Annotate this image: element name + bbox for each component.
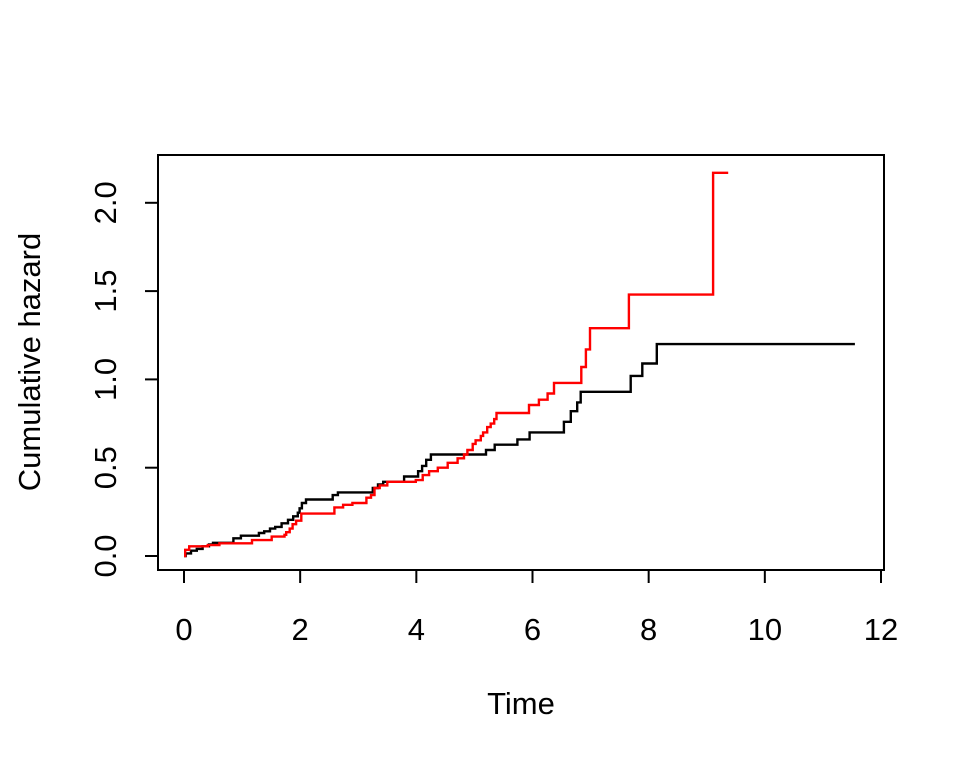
x-tick-label: 2 bbox=[292, 612, 309, 647]
x-tick-label: 4 bbox=[408, 612, 425, 647]
x-tick-label: 0 bbox=[175, 612, 192, 647]
y-tick-label: 0.5 bbox=[88, 446, 123, 489]
y-axis-title: Cumulative hazard bbox=[12, 233, 47, 491]
plot-box bbox=[157, 154, 885, 571]
hazard-curve-group-1-black bbox=[184, 342, 855, 558]
x-tick-label: 12 bbox=[864, 612, 898, 647]
y-tick-label: 1.5 bbox=[88, 270, 123, 313]
y-tick-label: 0.0 bbox=[88, 534, 123, 577]
hazard-curve-group-2-red bbox=[184, 171, 729, 558]
x-tick-label: 10 bbox=[748, 612, 782, 647]
x-axis-title: Time bbox=[487, 686, 555, 721]
x-tick-label: 6 bbox=[524, 612, 541, 647]
y-tick-label: 1.0 bbox=[88, 358, 123, 401]
x-tick-label: 8 bbox=[640, 612, 657, 647]
y-tick-label: 2.0 bbox=[88, 181, 123, 224]
